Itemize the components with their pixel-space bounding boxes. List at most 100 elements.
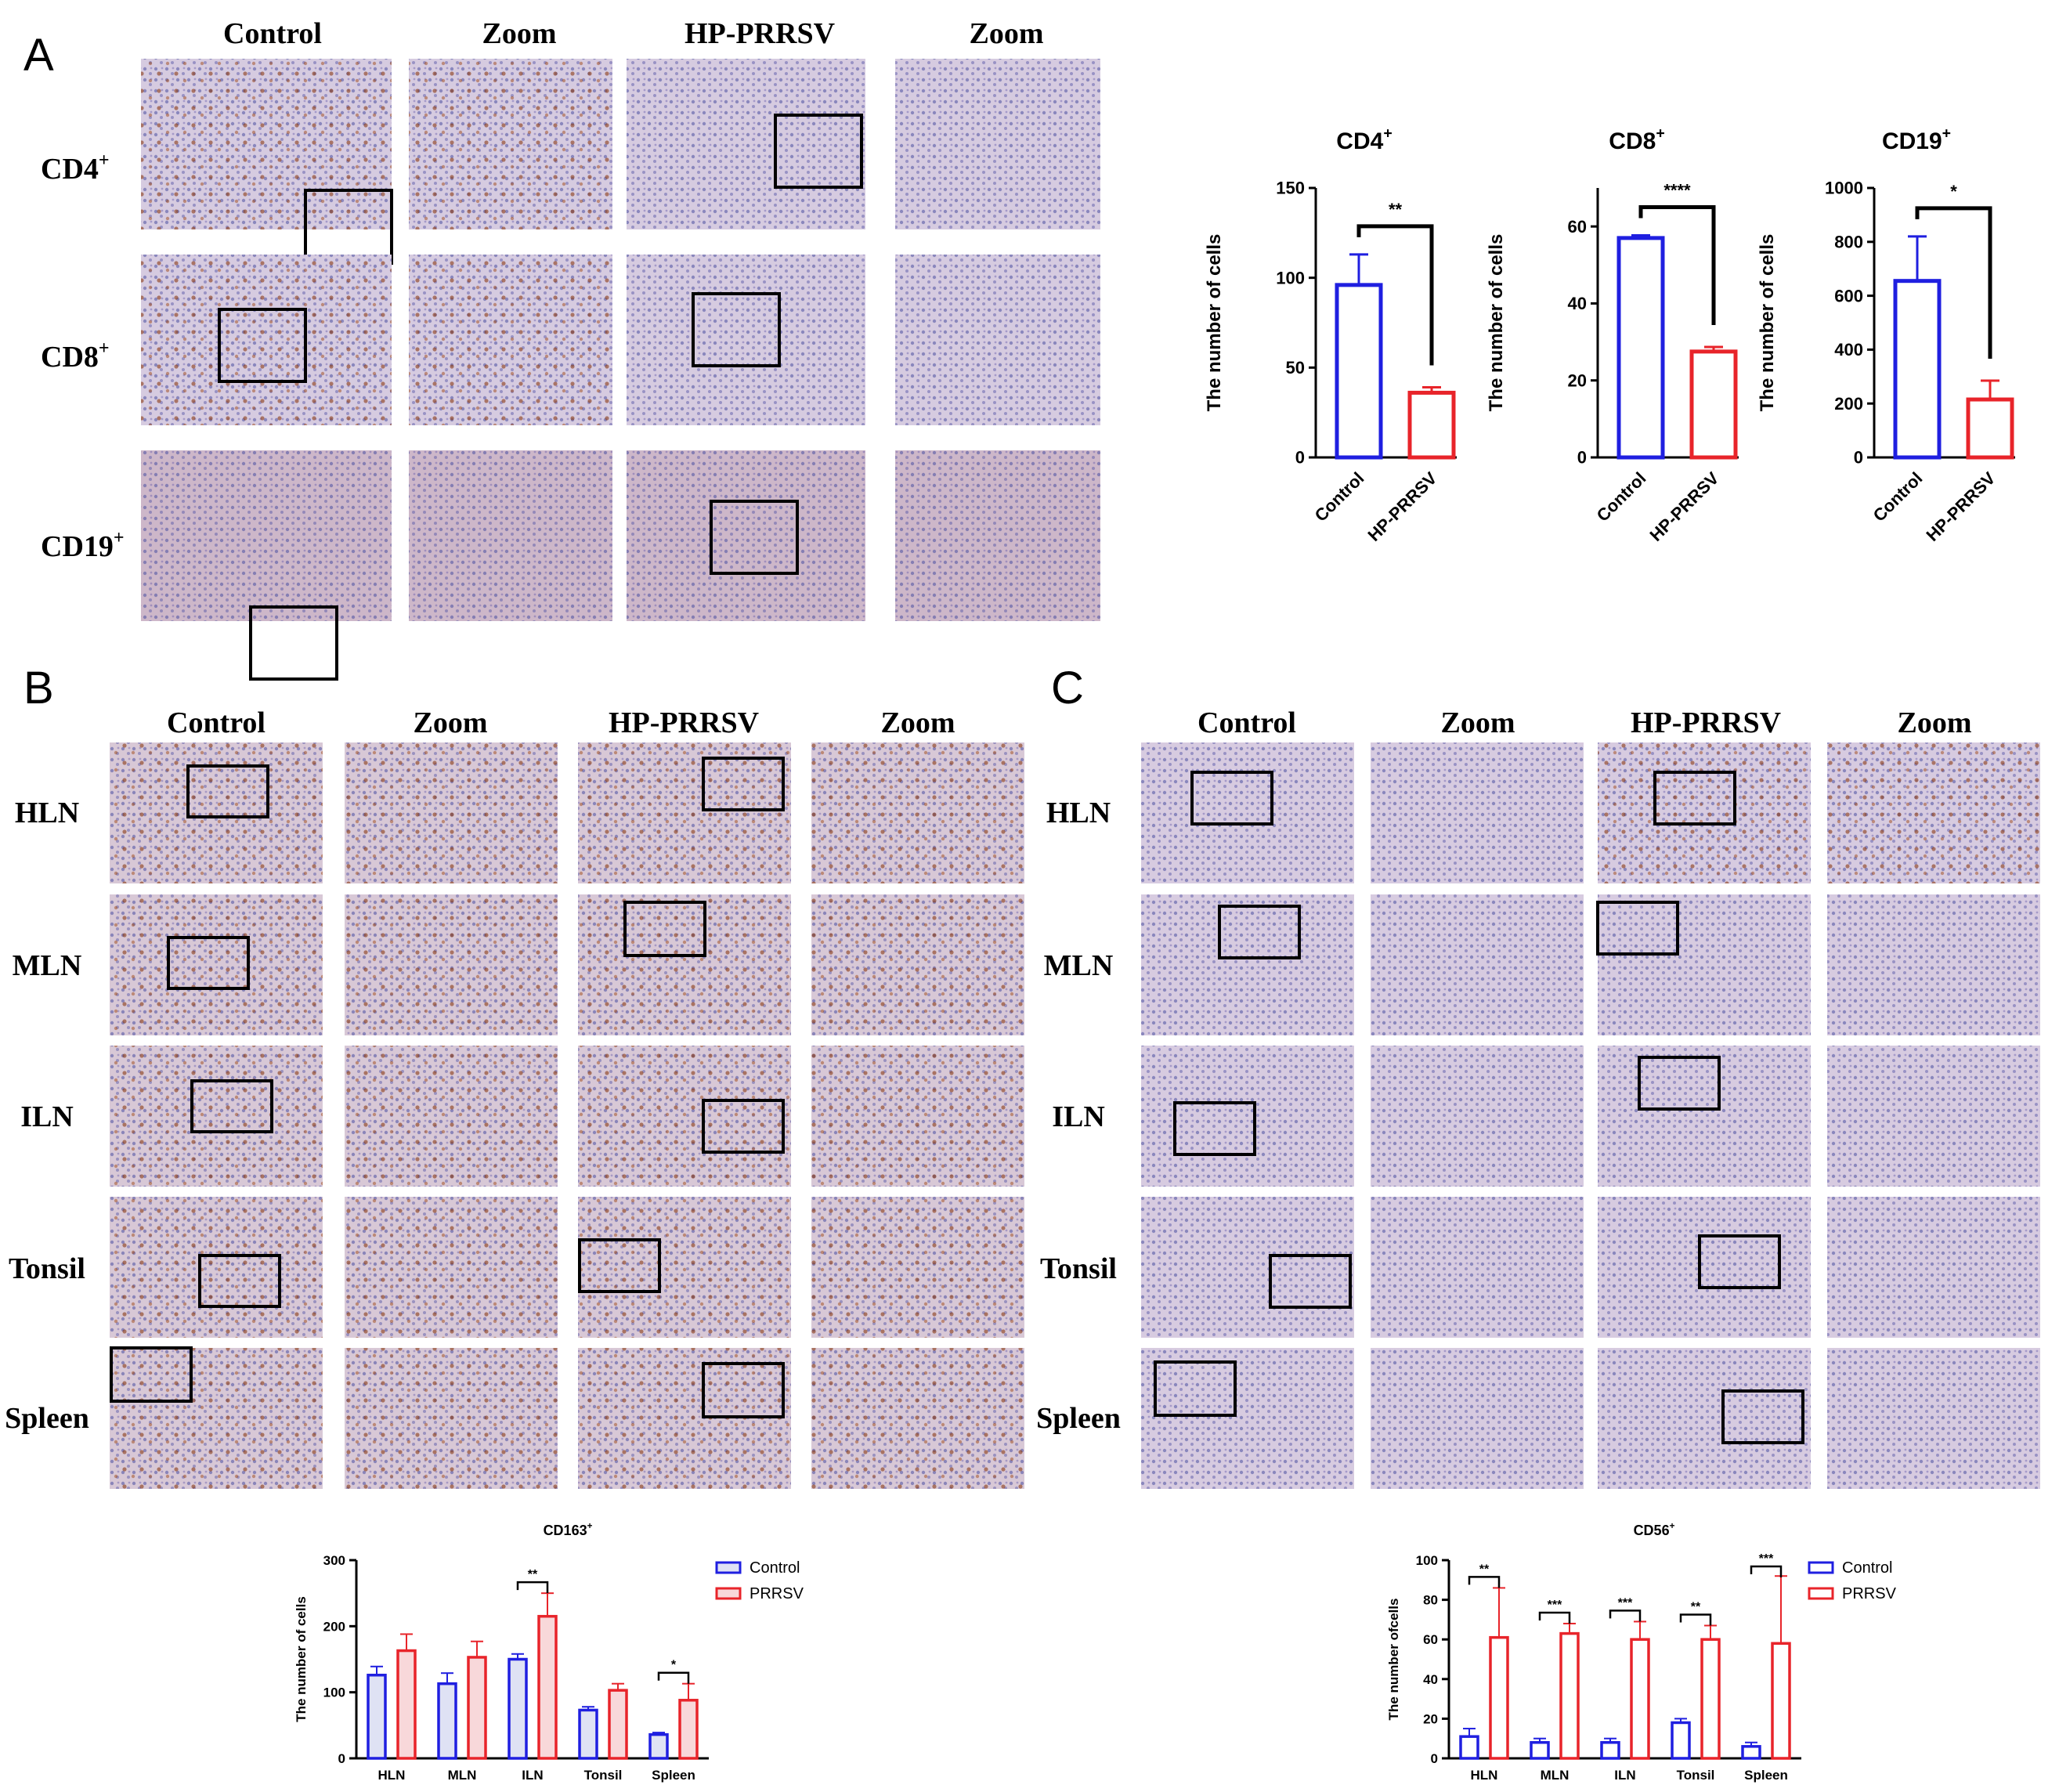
b-tile-r3-c0-stain <box>110 1197 323 1338</box>
a-tile-r2-c0-texture <box>141 450 392 621</box>
b-tile-r2-c1 <box>345 1046 558 1187</box>
chart-3-bar-1-0 <box>396 1649 417 1760</box>
chart-4-bar-1-3 <box>1700 1638 1721 1760</box>
b-tile-r3-c3-stain <box>811 1197 1024 1338</box>
c-header-control: Control <box>1197 706 1296 739</box>
chart-4-bar-1-2 <box>1630 1638 1650 1760</box>
c-tile-r3-c2-zoom-box <box>1698 1234 1781 1289</box>
a-tile-r1-c0 <box>141 255 392 425</box>
panel-letter-a: A <box>23 30 54 81</box>
chart-0: CD4+ 0 50 100 150 The number of cells ControlH… <box>1204 125 1457 545</box>
b-tile-r3-c0 <box>110 1197 323 1338</box>
chart-4-sig-bracket-1 <box>1538 1611 1571 1624</box>
chart-0-ylabel: The number of cells <box>1204 234 1225 412</box>
chart-4-legend-label-0: Control <box>1842 1559 1892 1577</box>
c-tile-r0-c0 <box>1141 742 1354 883</box>
a-tile-r1-c3-texture <box>895 255 1100 425</box>
b-row-label-mln: MLN <box>13 949 82 982</box>
c-tile-r4-c0-zoom-box <box>1154 1360 1237 1417</box>
chart-3-ytick-label-0: 0 <box>338 1751 345 1766</box>
c-tile-r4-c2-texture <box>1598 1348 1811 1489</box>
a-tile-r0-c1-stain <box>409 59 612 229</box>
b-tile-r1-c3 <box>811 894 1024 1035</box>
a-tile-r0-c1 <box>409 59 612 229</box>
a-tile-r0-c3 <box>895 59 1100 229</box>
a-tile-r0-c2-texture <box>627 59 865 229</box>
chart-3-bar-0-2 <box>508 1657 528 1760</box>
chart-1-sig-label: **** <box>1663 180 1691 200</box>
chart-4-ylabel: The number ofcells <box>1386 1599 1401 1721</box>
c-tile-r2-c0-texture <box>1141 1046 1354 1187</box>
c-tile-r2-c2 <box>1598 1046 1811 1187</box>
chart-3-bar-0-0 <box>367 1673 387 1760</box>
chart-0-sig-bracket <box>1356 224 1434 366</box>
chart-3-legend-label-1: PRRSV <box>750 1585 804 1602</box>
b-tile-r2-c3 <box>811 1046 1024 1187</box>
chart-3-bar-1-3 <box>608 1689 628 1760</box>
chart-2-bar-1 <box>1966 397 2014 460</box>
chart-2-ytick-label-2: 400 <box>1834 340 1863 359</box>
chart-4-bar-1-4 <box>1771 1642 1791 1760</box>
a-header-zoom-2: Zoom <box>970 17 1044 50</box>
b-header-hp-prrsv: HP-PRRSV <box>609 706 760 739</box>
b-row-label-spleen: Spleen <box>5 1402 89 1435</box>
b-tile-r1-c1 <box>345 894 558 1035</box>
chart-1-ytick-label-2: 40 <box>1568 294 1587 313</box>
chart-1-ylabel: The number of cells <box>1486 234 1507 412</box>
chart-3-bar-1-1 <box>467 1656 487 1760</box>
b-tile-r1-c2 <box>578 894 791 1035</box>
b-tile-r1-c0 <box>110 894 323 1035</box>
chart-1-title: CD8+ <box>1609 125 1664 155</box>
chart-2-xlabel-0: Control <box>1869 468 1927 526</box>
c-tile-r2-c0 <box>1141 1046 1354 1187</box>
panel-letter-b: B <box>23 663 54 714</box>
b-header-zoom-2: Zoom <box>881 706 955 739</box>
chart-3-bar-0-4 <box>648 1732 669 1760</box>
chart-4-sig-bracket-4 <box>1750 1565 1783 1577</box>
a-tile-r1-c0-zoom-box <box>218 308 307 383</box>
chart-4-sig-bracket-2 <box>1609 1610 1642 1622</box>
c-tile-r1-c2-texture <box>1598 894 1811 1035</box>
b-tile-r1-c3-stain <box>811 894 1024 1035</box>
b-header-zoom-1: Zoom <box>414 706 488 739</box>
chart-4-ytick-label-2: 40 <box>1423 1672 1438 1687</box>
a-tile-r2-c1-texture <box>409 450 612 621</box>
chart-1-xlabel-1: HP-PRRSV <box>1645 468 1722 545</box>
b-tile-r1-c2-stain <box>578 894 791 1035</box>
c-tile-r4-c0-texture <box>1141 1348 1354 1489</box>
chart-4-sig-label-0: ** <box>1479 1563 1490 1576</box>
c-tile-r3-c0 <box>1141 1197 1354 1338</box>
c-tile-r3-c0-texture <box>1141 1197 1354 1338</box>
c-tile-r4-c0 <box>1141 1348 1354 1489</box>
c-header-zoom-2: Zoom <box>1898 706 1972 739</box>
b-tile-r0-c2-zoom-box <box>702 757 785 811</box>
a-tile-r1-c3 <box>895 255 1100 425</box>
b-tile-r0-c0 <box>110 742 323 883</box>
b-tile-r4-c1-stain <box>345 1348 558 1489</box>
chart-4-ytick-label-5: 100 <box>1416 1553 1438 1568</box>
b-tile-r2-c3-stain <box>811 1046 1024 1187</box>
chart-2-bar-0 <box>1893 279 1942 460</box>
chart-4-legend-swatch-0 <box>1808 1561 1834 1574</box>
a-header-control: Control <box>223 17 322 50</box>
chart-1: CD8+ 0 20 40 60 The number of cells ControlHP-… <box>1486 125 1739 545</box>
chart-0-bar-0 <box>1335 283 1383 460</box>
chart-1-ytick-label-3: 60 <box>1568 217 1587 237</box>
chart-3-title: CD163+ <box>544 1521 593 1538</box>
chart-1-bar-0 <box>1616 236 1665 460</box>
b-header-control: Control <box>167 706 266 739</box>
a-row-label-cd19: CD19+ <box>41 528 125 563</box>
chart-4-sig-label-3: ** <box>1691 1600 1701 1613</box>
b-tile-r1-c1-stain <box>345 894 558 1035</box>
c-tile-r4-c2 <box>1598 1348 1811 1489</box>
c-tile-r1-c0-zoom-box <box>1218 905 1301 959</box>
chart-0-sig-label: ** <box>1389 200 1403 219</box>
a-tile-r0-c0 <box>141 59 393 265</box>
a-tile-r1-c1-stain <box>409 255 612 425</box>
c-tile-r0-c2-zoom-box <box>1653 771 1736 826</box>
a-tile-r0-c2 <box>627 59 865 229</box>
chart-4-ytick-label-3: 60 <box>1423 1632 1438 1647</box>
b-tile-r0-c1 <box>345 742 558 883</box>
